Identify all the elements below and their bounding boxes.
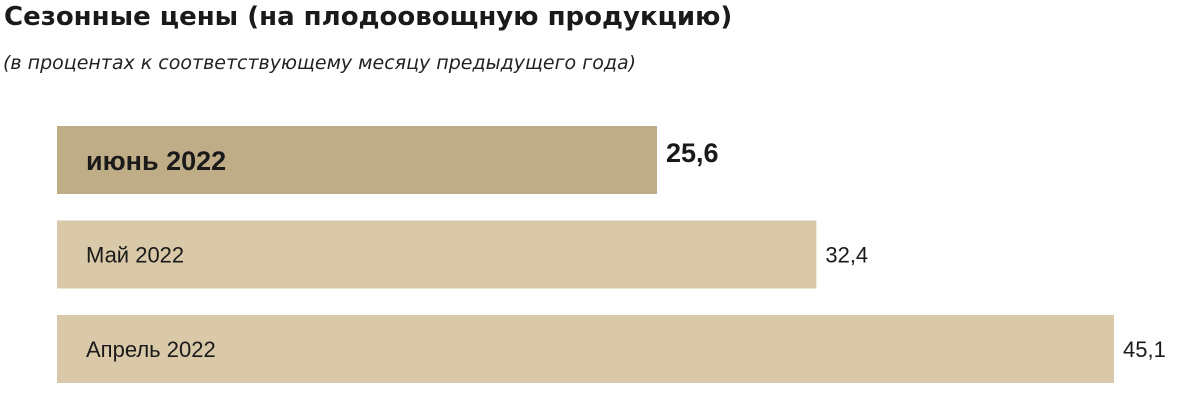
bar-label-0: июнь 2022 xyxy=(86,146,226,176)
bar-value-label-2: 45,1 xyxy=(1123,337,1166,362)
chart-subtitle: (в процентах к соответствующему месяцу п… xyxy=(3,52,637,74)
bar-value-label-1: 32,4 xyxy=(825,243,868,268)
bar-label-2: Апрель 2022 xyxy=(86,337,216,362)
bar-0 xyxy=(57,126,657,194)
bar-value-label-0: 25,6 xyxy=(666,138,719,168)
bar-label-1: Май 2022 xyxy=(86,243,184,268)
bar-2 xyxy=(57,315,1114,383)
bar-1 xyxy=(57,220,817,289)
chart-title: Сезонные цены (на плодоовощную продукцию… xyxy=(4,2,733,32)
